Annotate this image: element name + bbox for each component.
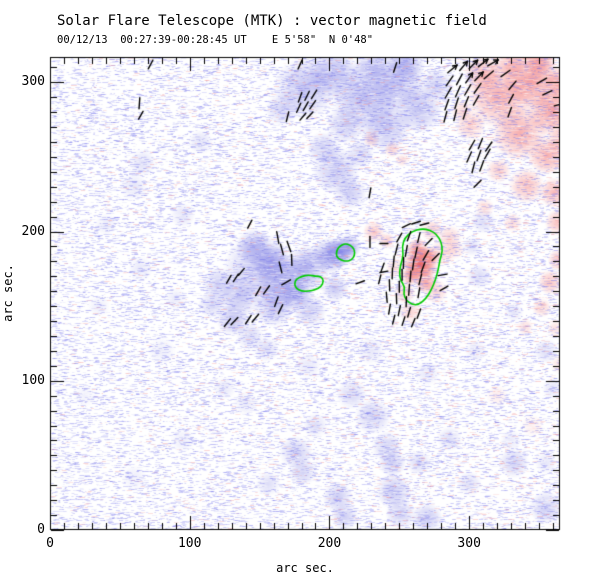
x-tick-label-200: 200 xyxy=(317,536,342,551)
y-axis-label: arc sec. xyxy=(1,264,15,322)
y-tick-label-300: 300 xyxy=(21,74,45,90)
y-tick-label-100: 100 xyxy=(21,372,45,388)
y-tick-label-0: 0 xyxy=(37,522,45,537)
plot-title: Solar Flare Telescope (MTK) : vector mag… xyxy=(57,13,487,29)
x-tick-label-0: 0 xyxy=(46,536,54,551)
plot-subtitle: 00/12/13 00:27:39-00:28:45 UT E 5'58" N … xyxy=(57,34,374,46)
x-axis-label: arc sec. xyxy=(276,561,334,575)
x-tick-label-300: 300 xyxy=(457,536,481,551)
y-tick-label-200: 200 xyxy=(21,223,45,239)
x-tick-label-100: 100 xyxy=(177,536,202,551)
